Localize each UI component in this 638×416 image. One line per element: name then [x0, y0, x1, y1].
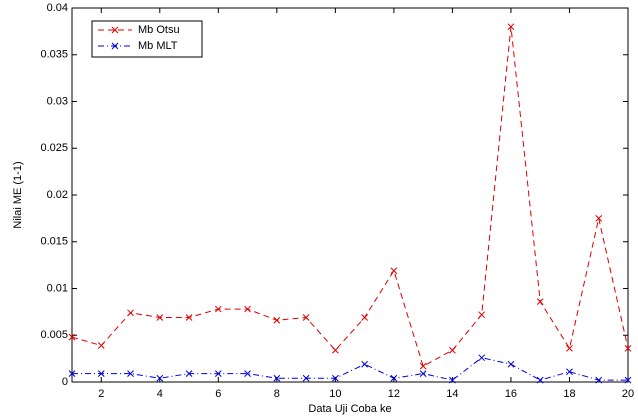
point-marker [185, 370, 193, 377]
point-marker [595, 376, 603, 384]
point-marker [419, 370, 427, 377]
x-tick-label: 12 [388, 388, 400, 400]
legend-label: Mb MLT [138, 40, 178, 52]
point-marker [156, 314, 164, 321]
y-tick-label: 0.02 [47, 189, 68, 201]
legend-label: Mb Otsu [138, 24, 180, 36]
y-tick-label: 0.01 [47, 282, 68, 294]
y-tick-label: 0.035 [40, 49, 68, 61]
y-tick-label: 0 [62, 376, 68, 388]
point-marker [127, 309, 134, 317]
x-tick-label: 18 [563, 388, 575, 400]
point-marker [68, 333, 76, 341]
point-marker [536, 298, 544, 305]
y-tick-label: 0.025 [40, 142, 68, 154]
y-tick-label: 0.04 [47, 2, 68, 14]
point-marker [478, 354, 486, 362]
point-marker [624, 376, 632, 384]
point-marker [68, 370, 76, 377]
point-marker [361, 314, 368, 321]
point-marker [595, 215, 603, 222]
x-tick-label: 14 [446, 388, 458, 400]
y-tick-label: 0.005 [40, 329, 68, 341]
point-marker [507, 360, 515, 368]
point-marker [302, 314, 310, 321]
point-marker [156, 374, 164, 382]
y-axis-label: Nilai ME (1-1) [12, 161, 24, 228]
point-marker [332, 374, 339, 382]
legend-marker [111, 42, 119, 50]
point-marker [536, 376, 544, 384]
point-marker [185, 314, 193, 321]
plot-frame [71, 7, 629, 383]
series-line [71, 26, 629, 367]
point-marker [390, 374, 398, 382]
point-marker [97, 370, 105, 377]
point-marker [97, 342, 105, 349]
x-tick-label: 6 [215, 388, 221, 400]
point-marker [566, 368, 573, 376]
point-marker [390, 267, 398, 275]
y-tick-label: 0.015 [40, 236, 68, 248]
x-tick-label: 8 [274, 388, 280, 400]
point-marker [127, 370, 134, 377]
point-marker [302, 374, 310, 382]
point-marker [566, 344, 573, 352]
x-tick-label: 2 [98, 388, 104, 400]
point-marker [507, 23, 515, 31]
x-tick-label: 4 [157, 388, 163, 400]
point-marker [214, 370, 222, 377]
point-marker [332, 346, 339, 354]
point-marker [449, 346, 456, 354]
series-line [72, 357, 628, 381]
y-tick-label: 0.03 [47, 95, 68, 107]
x-tick-label: 20 [622, 388, 634, 400]
point-marker [624, 344, 632, 352]
point-marker [214, 305, 222, 313]
x-tick-label: 16 [505, 388, 517, 400]
x-axis-label: Data Uji Coba ke [308, 403, 391, 415]
point-marker [244, 305, 251, 313]
point-marker [478, 311, 486, 319]
legend-marker [111, 26, 119, 34]
point-marker [244, 370, 251, 377]
point-marker [361, 360, 368, 368]
x-tick-label: 10 [329, 388, 341, 400]
point-marker [273, 374, 281, 382]
point-marker [273, 316, 281, 324]
point-marker [419, 362, 427, 370]
point-marker [449, 376, 456, 384]
legend-box [91, 20, 203, 58]
